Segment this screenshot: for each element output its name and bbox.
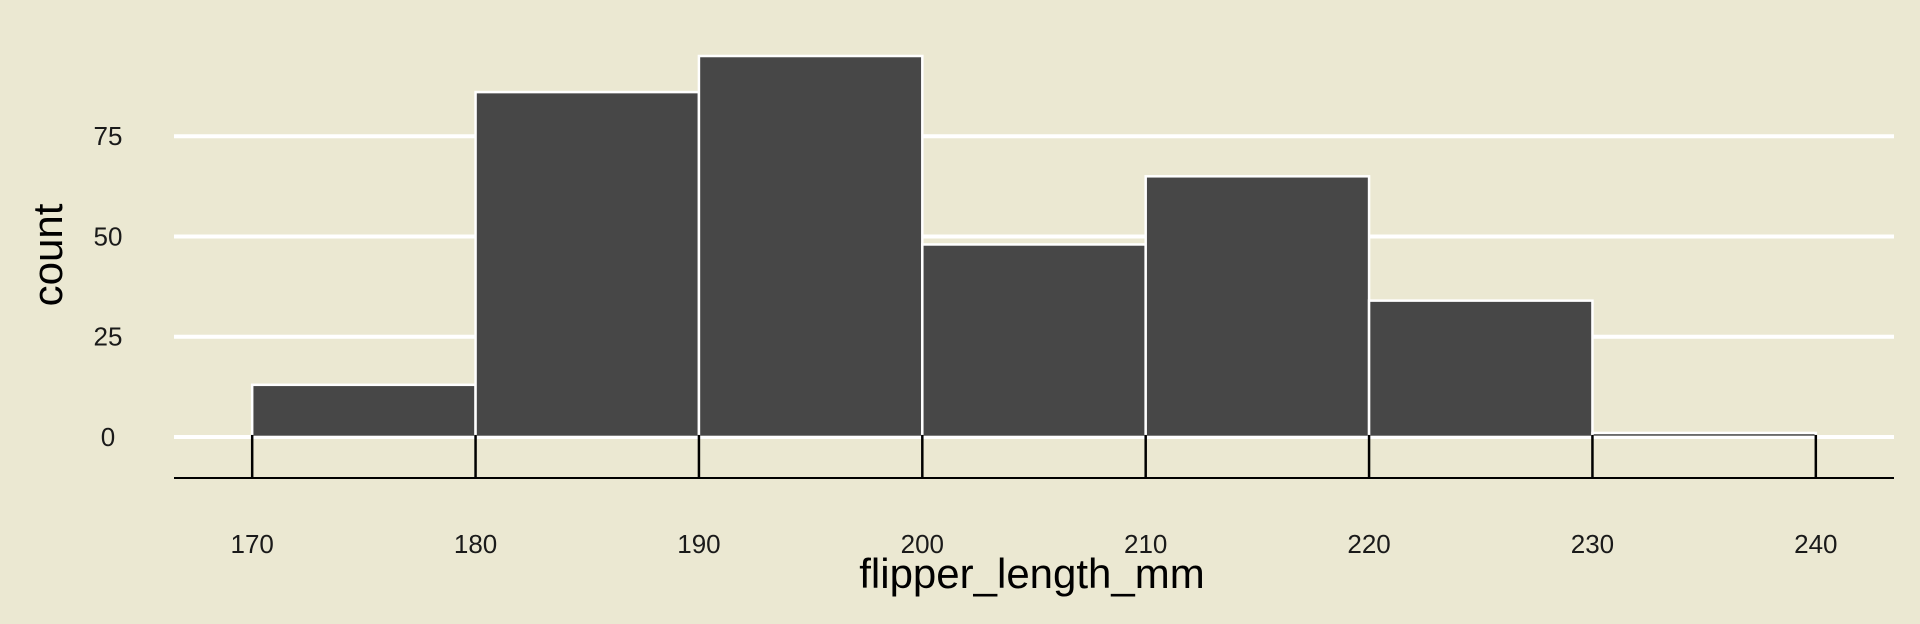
y-tick-label-75: 75 [94, 121, 123, 151]
x-axis [174, 434, 1894, 479]
x-tick-label-240: 240 [1794, 529, 1837, 559]
x-tick-label-200: 200 [901, 529, 944, 559]
x-axis-tick-labels: 170 180 190 200 210 220 230 240 [230, 529, 1837, 559]
y-tick-label-0: 0 [101, 422, 115, 452]
histogram-bar-180-190 [474, 90, 701, 439]
histogram-bar-220-230 [1367, 299, 1594, 439]
x-tick-label-230: 230 [1571, 529, 1614, 559]
x-tick-label-220: 220 [1347, 529, 1390, 559]
x-tick-label-210: 210 [1124, 529, 1167, 559]
histogram-bar-210-220 [1144, 175, 1371, 439]
histogram-bar-200-210 [921, 243, 1147, 439]
y-axis-title: count [24, 203, 71, 306]
x-tick-label-180: 180 [454, 529, 497, 559]
x-tick-label-190: 190 [677, 529, 720, 559]
histogram-bar-230-240 [1591, 431, 1818, 439]
y-tick-label-25: 25 [94, 322, 123, 352]
y-axis-tick-labels: 0 25 50 75 [94, 121, 123, 452]
y-tick-label-50: 50 [94, 221, 123, 251]
x-axis-title: flipper_length_mm [859, 550, 1205, 597]
histogram-bar-190-200 [697, 54, 924, 439]
histogram-bar-170-180 [250, 383, 477, 439]
x-tick-label-170: 170 [230, 529, 273, 559]
histogram-bars [250, 54, 1818, 439]
